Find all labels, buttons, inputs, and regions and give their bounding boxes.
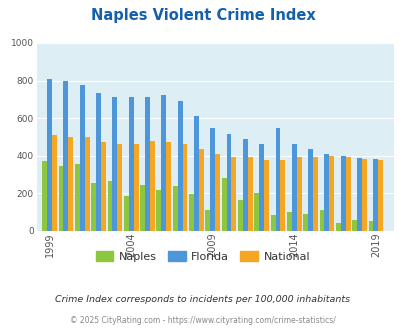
Bar [177,101,182,231]
Bar [117,144,122,231]
Bar [291,144,296,231]
Bar [242,139,247,231]
Bar [52,135,57,231]
Bar [319,210,324,231]
Bar [303,214,307,231]
Bar [166,142,171,231]
Bar [328,156,333,231]
Bar [356,158,361,231]
Bar [264,160,269,231]
Bar [140,185,145,231]
Bar [237,200,242,231]
Bar [210,128,215,231]
Bar [377,159,382,231]
Bar [324,154,328,231]
Bar [312,157,317,231]
Bar [85,137,90,231]
Bar [112,96,117,231]
Bar [189,194,194,231]
Bar [101,142,106,231]
Bar [270,215,275,231]
Text: © 2025 CityRating.com - https://www.cityrating.com/crime-statistics/: © 2025 CityRating.com - https://www.city… [70,316,335,325]
Bar [247,157,252,231]
Text: Naples Violent Crime Index: Naples Violent Crime Index [90,8,315,23]
Bar [133,144,138,231]
Bar [128,97,133,231]
Bar [68,137,73,231]
Bar [96,93,101,231]
Bar [205,210,210,231]
Bar [182,145,187,231]
Bar [275,128,280,231]
Bar [226,134,231,231]
Bar [258,145,264,231]
Bar [161,95,166,231]
Bar [335,223,340,231]
Bar [63,81,68,231]
Bar [194,116,198,231]
Bar [361,159,366,231]
Bar [368,221,373,231]
Bar [254,193,258,231]
Bar [340,156,345,231]
Bar [107,181,112,231]
Bar [124,196,128,231]
Bar [58,166,63,231]
Bar [156,190,161,231]
Bar [286,212,291,231]
Bar [215,154,220,231]
Bar [198,149,203,231]
Bar [145,96,149,231]
Bar [352,220,356,231]
Bar [373,159,377,231]
Bar [91,183,96,231]
Bar [345,157,350,231]
Bar [231,157,236,231]
Bar [173,186,177,231]
Text: Crime Index corresponds to incidents per 100,000 inhabitants: Crime Index corresponds to incidents per… [55,295,350,304]
Bar [221,178,226,231]
Bar [307,149,312,231]
Bar [79,85,85,231]
Bar [280,159,285,231]
Bar [75,164,79,231]
Bar [47,79,52,231]
Bar [42,161,47,231]
Bar [149,141,154,231]
Bar [296,157,301,231]
Legend: Naples, Florida, National: Naples, Florida, National [91,247,314,267]
